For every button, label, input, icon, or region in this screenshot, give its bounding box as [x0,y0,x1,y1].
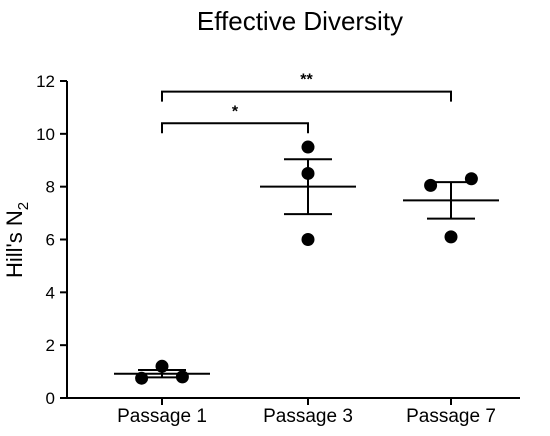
y-tick-label: 10 [36,125,55,144]
chart-title: Effective Diversity [197,6,403,36]
x-tick-label: Passage 7 [406,406,496,427]
significance-label: * [232,103,239,120]
y-tick-label: 6 [46,231,55,250]
data-point [301,233,315,246]
y-tick-label: 4 [46,283,55,302]
y-tick-label: 0 [46,389,55,408]
y-tick-label: 8 [46,178,55,197]
significance-bracket [161,90,452,102]
data-point [424,178,438,192]
y-tick-label: 2 [46,336,55,355]
data-point [444,230,458,244]
significance-label: ** [300,72,313,89]
y-tick-label: 12 [36,72,55,91]
significance-bracket [161,122,309,134]
x-tick-label: Passage 3 [263,406,353,427]
x-tick-label: Passage 1 [117,406,207,427]
y-axis-label: Hill's N2 [2,202,32,278]
data-point [464,172,478,186]
data-point [301,140,315,154]
